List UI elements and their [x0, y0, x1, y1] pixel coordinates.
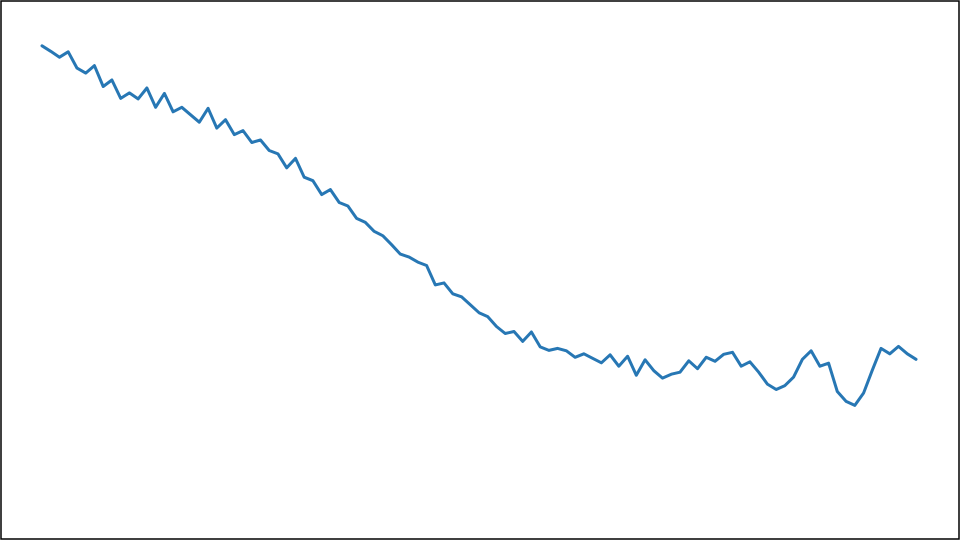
series-layer — [40, 44, 918, 407]
series-line-0 — [40, 44, 918, 407]
